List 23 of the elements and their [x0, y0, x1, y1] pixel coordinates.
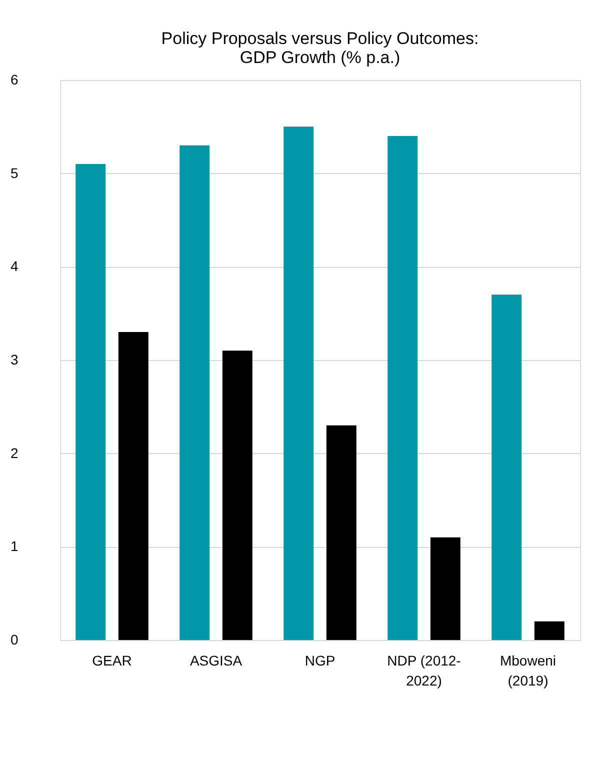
chart-title: Policy Proposals versus Policy Outcomes: GDP Growth (% p.a.) [161, 29, 479, 67]
y-tick-label: 1 [10, 538, 18, 554]
bar [430, 537, 460, 640]
bar [388, 136, 418, 640]
y-tick-label: 6 [10, 72, 18, 88]
x-tick-label: Mboweni (2019) [500, 652, 556, 688]
bar [222, 350, 252, 640]
bar [284, 126, 314, 640]
y-tick-label: 4 [10, 258, 18, 274]
x-tick-label: NGP [304, 652, 336, 668]
y-tick-label: 0 [10, 632, 18, 648]
bar [76, 164, 106, 640]
y-tick-label: 3 [10, 352, 18, 368]
x-tick-label: GEAR [92, 652, 132, 668]
x-tick-label: NDP (2012-2022) [387, 652, 462, 688]
y-tick-label: 5 [10, 164, 18, 181]
bar [492, 294, 522, 640]
y-tick-label: 2 [10, 444, 18, 461]
bar [534, 621, 564, 640]
bar [180, 145, 210, 640]
bar [118, 332, 148, 640]
bar [326, 425, 356, 640]
x-tick-label: ASGISA [190, 652, 243, 668]
